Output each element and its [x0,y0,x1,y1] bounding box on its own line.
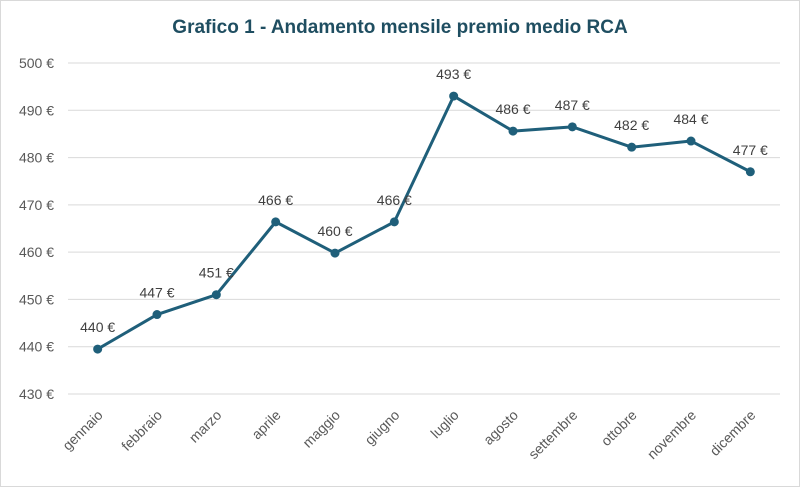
data-point [567,122,577,132]
x-tick-label: agosto [480,407,521,448]
y-tick-label: 460 € [19,244,54,260]
y-tick-label: 480 € [19,150,54,166]
data-label: 493 € [436,66,471,82]
y-tick-label: 450 € [19,291,54,307]
y-tick-label: 430 € [19,386,54,402]
data-point [330,248,340,258]
data-point [271,217,281,227]
data-point [93,344,103,354]
data-label: 466 € [258,192,293,208]
data-point [508,126,518,136]
series-line [96,94,752,351]
data-label: 447 € [139,285,174,301]
data-point [211,290,221,300]
data-label: 460 € [317,223,352,239]
y-tick-label: 470 € [19,197,54,213]
data-point [449,91,459,101]
data-point [627,142,637,152]
x-tick-label: dicembre [706,407,758,459]
x-tick-label: aprile [248,407,284,443]
x-tick-label: gennaio [59,407,106,454]
chart-title: Grafico 1 - Andamento mensile premio med… [172,17,628,38]
data-label: 466 € [377,192,412,208]
data-label: 482 € [614,117,649,133]
y-tick-label: 500 € [19,55,54,71]
x-tick-label: ottobre [598,407,640,449]
y-tick-label: 440 € [19,339,54,355]
data-label: 477 € [733,142,768,158]
x-tick-label: settembre [525,407,580,462]
data-label: 487 € [555,97,590,113]
data-point [152,310,162,320]
x-tick-label: luglio [427,407,462,442]
data-point [745,167,755,177]
data-point [686,136,696,146]
x-tick-label: giugno [361,407,402,448]
data-label: 486 € [495,101,530,117]
x-tick-label: febbraio [118,407,165,454]
data-label: 440 € [80,319,115,335]
x-tick-label: maggio [299,407,343,451]
data-point [389,217,399,227]
x-tick-label: novembre [644,407,699,462]
data-label: 451 € [199,265,234,281]
data-label: 484 € [673,111,708,127]
y-tick-label: 490 € [19,102,54,118]
x-tick-label: marzo [186,407,225,446]
